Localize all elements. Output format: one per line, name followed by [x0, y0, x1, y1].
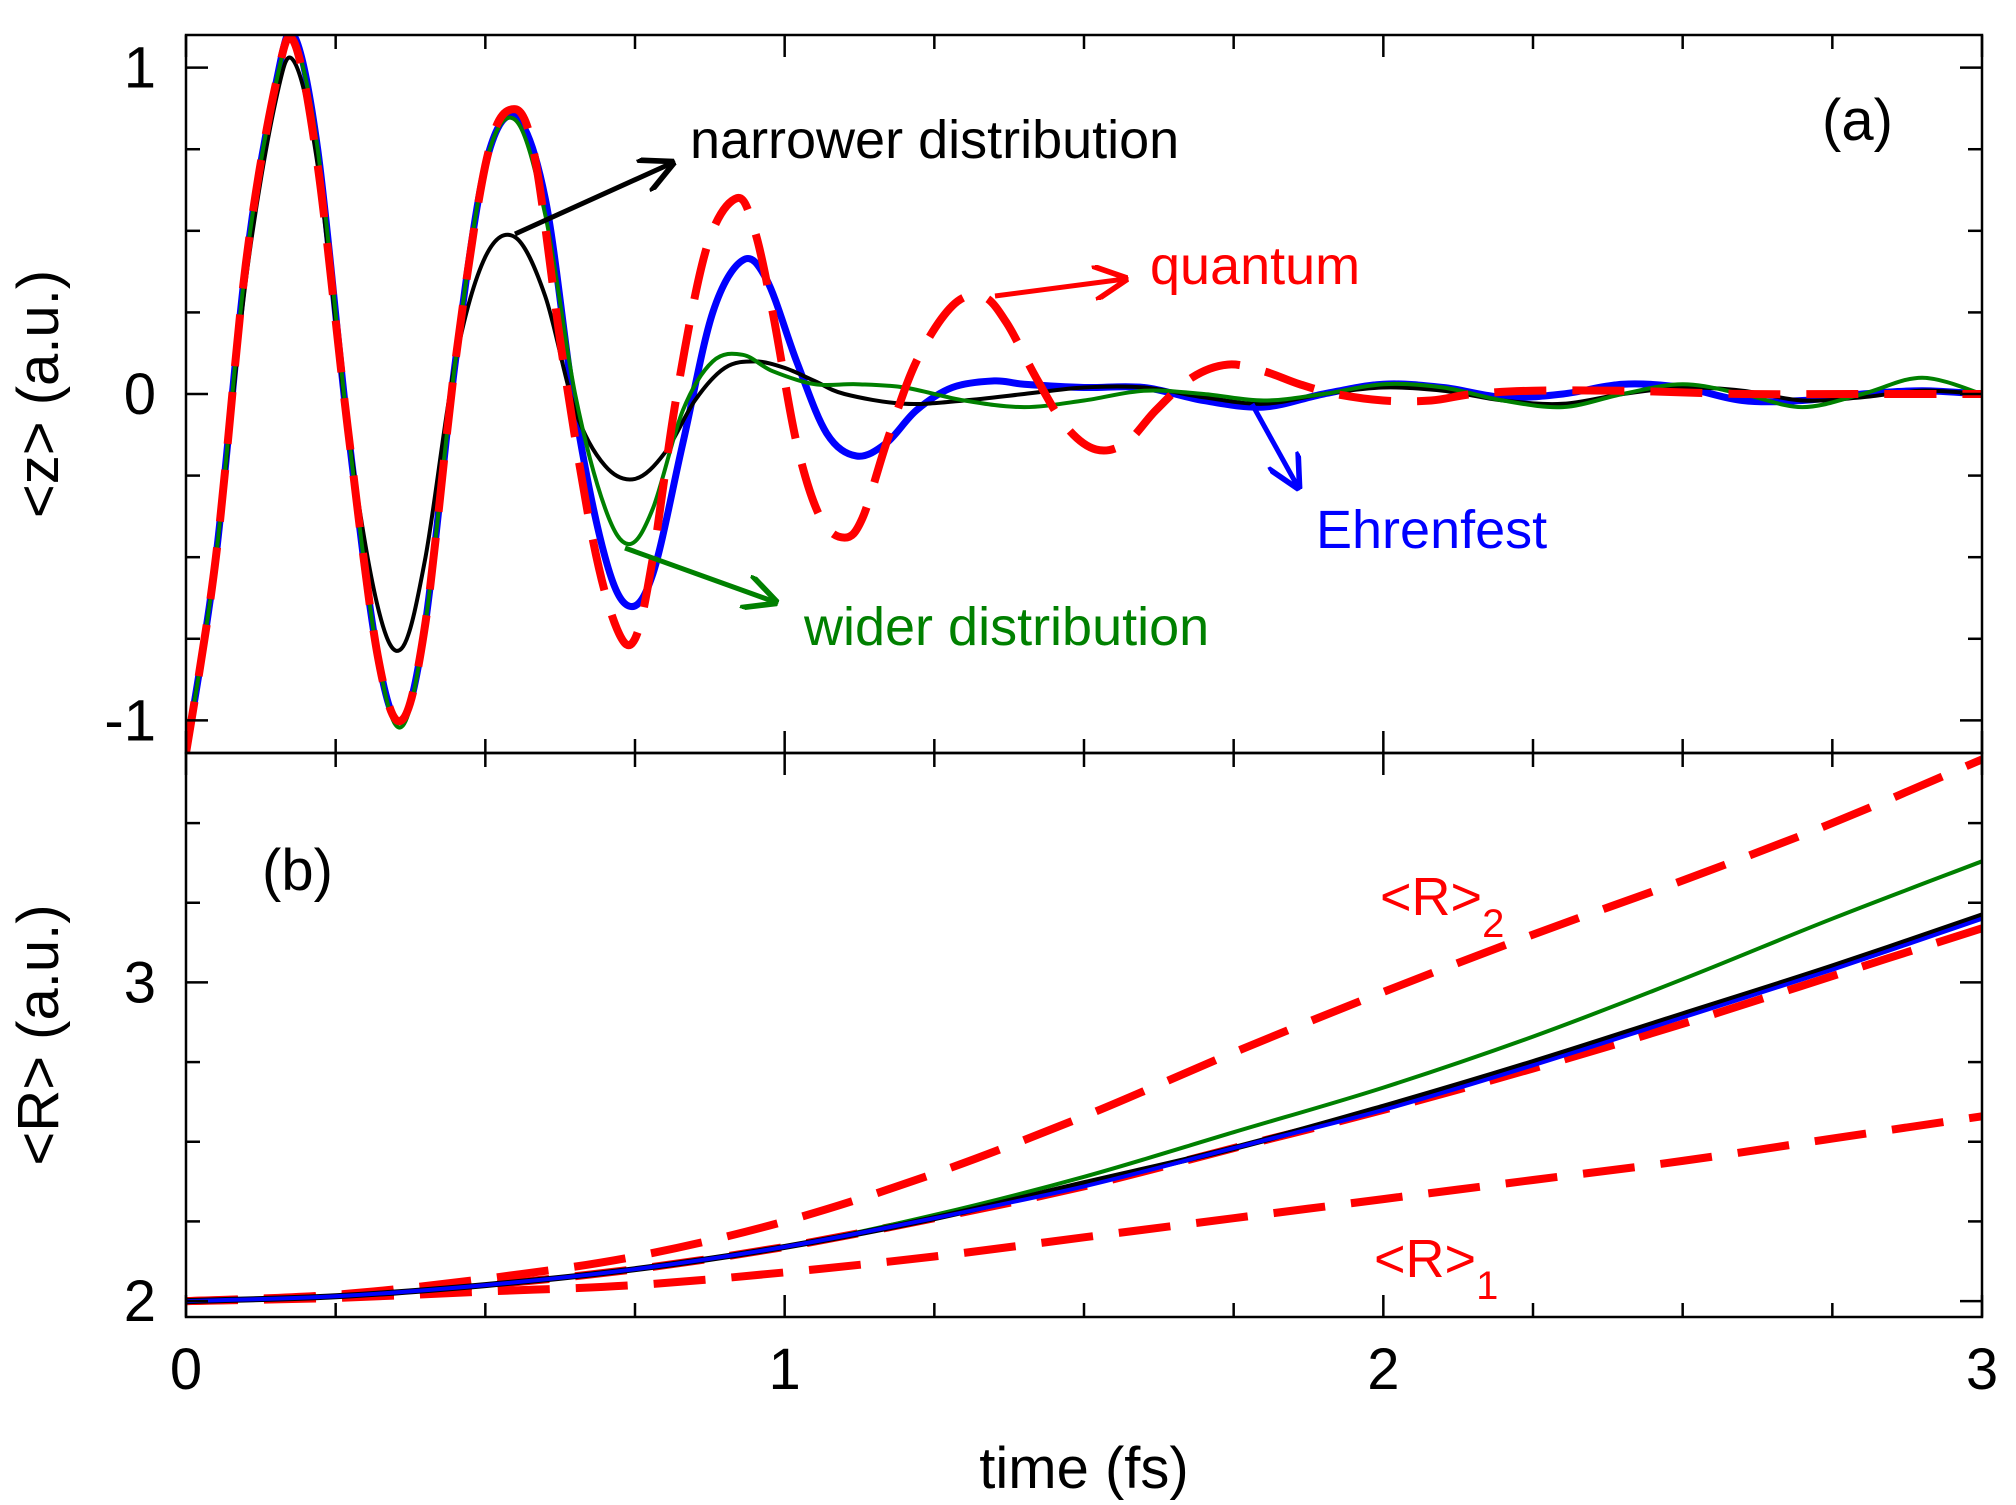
anno-R1-sub: 1 [1476, 1264, 1498, 1308]
arrow-ehrenfest [1249, 402, 1298, 487]
y-tick-label-b: 3 [124, 950, 156, 1015]
series-line-b-1 [186, 755, 1982, 1306]
anno-R2-sub: 2 [1482, 902, 1504, 946]
x-axis-title: time (fs) [979, 1436, 1188, 1501]
series-line-a-0 [186, 35, 1982, 753]
panel-a-series [186, 35, 1982, 753]
series-line-b-0 [186, 924, 1982, 1306]
y-tick-label-a: 0 [124, 362, 156, 427]
anno-quantum: quantum [1150, 236, 1360, 296]
anno-ehrenfest: Ehrenfest [1316, 500, 1547, 560]
anno-R2: <R>2 [1380, 867, 1504, 946]
series-line-b-4 [186, 912, 1982, 1305]
series-line-a-3 [186, 36, 1982, 753]
panel-a: -1 0 1 (a) <z> (a.u.) narrower distributio… [6, 33, 1984, 755]
panel-b-frame [184, 751, 1984, 1319]
x-tick-label: 2 [1367, 1337, 1399, 1402]
y-tick-label-a: -1 [104, 688, 156, 753]
arrow-quantum [994, 279, 1125, 296]
arrow-wider [624, 545, 775, 602]
anno-R1-main: <R> [1374, 1229, 1476, 1289]
panel-b-label: (b) [262, 838, 333, 903]
y-tick-label-a: 1 [124, 36, 156, 101]
x-tick-label: 3 [1966, 1337, 1998, 1402]
x-tick-label: 1 [769, 1337, 801, 1402]
y-tick-label-b: 2 [124, 1269, 156, 1334]
panel-b: 230 1 2 3 (b) <R> (a.u.) time (fs) <R>2 <R>… [6, 751, 1998, 1501]
series-line-b-5 [186, 916, 1982, 1304]
panel-b-series [186, 755, 1982, 1306]
series-line-b-2 [186, 1112, 1982, 1306]
panel-a-label: (a) [1822, 88, 1893, 153]
panel-a-ylabel: <z> (a.u.) [6, 270, 71, 518]
x-tick-label: 0 [170, 1337, 202, 1402]
anno-R2-main: <R> [1380, 867, 1482, 927]
anno-R1: <R>1 [1374, 1229, 1498, 1308]
panel-b-ylabel: <R> (a.u.) [6, 904, 71, 1165]
anno-narrower-distribution: narrower distribution [690, 110, 1179, 170]
arrow-narrower [513, 163, 672, 237]
anno-wider-distribution: wider distribution [803, 597, 1209, 657]
panel-b-ticks: 2 3 0 1 2 3 [124, 753, 1998, 1402]
